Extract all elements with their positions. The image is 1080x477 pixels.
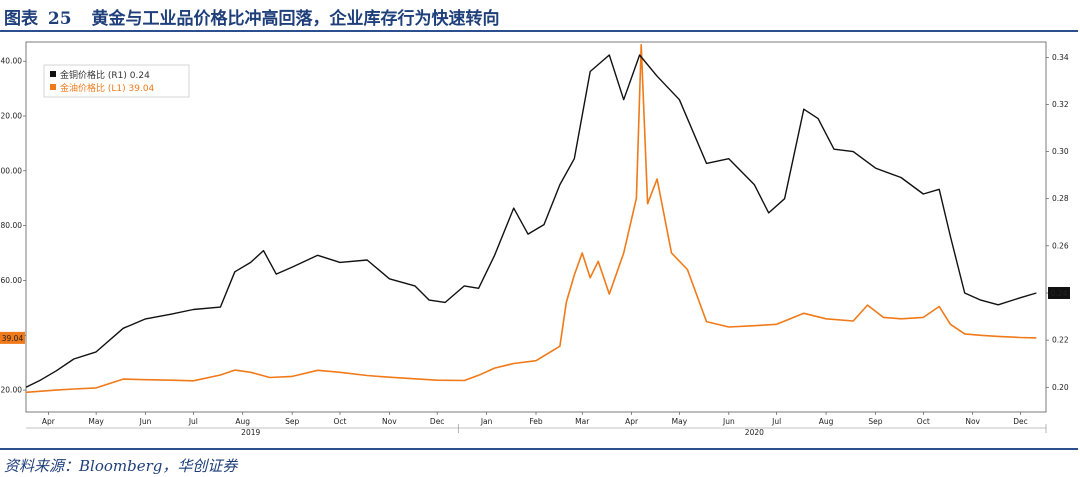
legend-swatch-copper bbox=[50, 71, 56, 77]
x-tick-label: Feb bbox=[529, 417, 543, 426]
left-tick-label: 80.00 bbox=[1, 221, 23, 230]
x-tick-label: Oct bbox=[333, 417, 346, 426]
oil-last-value-box bbox=[0, 331, 25, 344]
x-tick-label: Sep bbox=[868, 417, 882, 426]
x-axis: Apr May Jun Jul Aug Sep Oct Nov Dec Jan Feb Mar Apr M… bbox=[42, 412, 1047, 437]
x-tick-label: Apr bbox=[42, 417, 56, 426]
right-tick-label: 0.34 bbox=[1052, 53, 1069, 62]
x-tick-label: Jul bbox=[188, 417, 198, 426]
x-tick-label: Apr bbox=[625, 417, 639, 426]
right-tick-label: 0.26 bbox=[1052, 241, 1069, 250]
x-tick-label: Dec bbox=[430, 417, 445, 426]
right-axis: 0.20 0.22 0.24 0.26 0.28 0.30 0.32 0.34 bbox=[1046, 53, 1069, 392]
oil-last-value-label: 39.04 bbox=[2, 334, 24, 343]
x-tick-label: Aug bbox=[819, 417, 834, 426]
x-tick-label: May bbox=[88, 417, 104, 426]
source-note: 资料来源：Bloomberg，华创证券 bbox=[4, 457, 238, 475]
legend-box bbox=[43, 64, 190, 98]
x-tick-label: Nov bbox=[382, 417, 397, 426]
left-tick-label: 140.00 bbox=[0, 57, 22, 66]
gold-copper-line bbox=[25, 54, 1037, 388]
legend-label-oil: 金油价格比 (L1) 39.04 bbox=[60, 82, 155, 94]
right-tick-label: 0.32 bbox=[1052, 100, 1069, 109]
x-tick-label: Dec bbox=[1013, 417, 1028, 426]
title-rule bbox=[0, 30, 1078, 32]
legend-label-copper: 金铜价格比 (R1) 0.24 bbox=[60, 69, 150, 81]
last-value-tags: 39.04 0.24 bbox=[0, 286, 1070, 344]
x-tick-label: Oct bbox=[917, 417, 930, 426]
plot-frame bbox=[25, 41, 1047, 413]
gold-oil-line bbox=[25, 43, 1037, 394]
left-tick-label: 20.00 bbox=[1, 386, 23, 395]
x-tick-label: Sep bbox=[285, 417, 299, 426]
x-year-label: 2020 bbox=[745, 428, 764, 437]
x-tick-label: Jun bbox=[139, 417, 152, 426]
x-tick-label: Jun bbox=[722, 417, 735, 426]
source-rule bbox=[0, 448, 1078, 450]
right-tick-label: 0.28 bbox=[1052, 194, 1069, 203]
right-tick-label: 0.20 bbox=[1052, 383, 1069, 392]
x-tick-label: Nov bbox=[965, 417, 980, 426]
x-tick-label: Jul bbox=[771, 417, 781, 426]
legend-swatch-oil bbox=[50, 84, 56, 90]
left-tick-label: 60.00 bbox=[1, 276, 23, 285]
figure-title-text: 黄金与工业品价格比冲高回落，企业库存行为快速转向 bbox=[91, 9, 500, 29]
right-tick-label: 0.30 bbox=[1052, 147, 1069, 156]
right-tick-label: 0.22 bbox=[1052, 336, 1069, 345]
left-tick-label: 120.00 bbox=[0, 112, 22, 121]
copper-last-value-label: 0.24 bbox=[1051, 289, 1068, 298]
left-tick-label: 100.00 bbox=[0, 166, 22, 175]
x-tick-label: Aug bbox=[235, 417, 250, 426]
x-tick-label: Jan bbox=[480, 417, 493, 426]
x-tick-label: Mar bbox=[575, 417, 590, 426]
figure-title: 图表 25 黄金与工业品价格比冲高回落，企业库存行为快速转向 bbox=[4, 4, 500, 29]
copper-last-value-box bbox=[1048, 286, 1070, 299]
figure-number: 25 bbox=[47, 9, 72, 29]
x-tick-label: May bbox=[672, 417, 688, 426]
x-year-label: 2019 bbox=[241, 428, 260, 437]
legend: 金铜价格比 (R1) 0.24 金油价格比 (L1) 39.04 bbox=[43, 64, 190, 98]
figure-label: 图表 bbox=[4, 9, 38, 29]
